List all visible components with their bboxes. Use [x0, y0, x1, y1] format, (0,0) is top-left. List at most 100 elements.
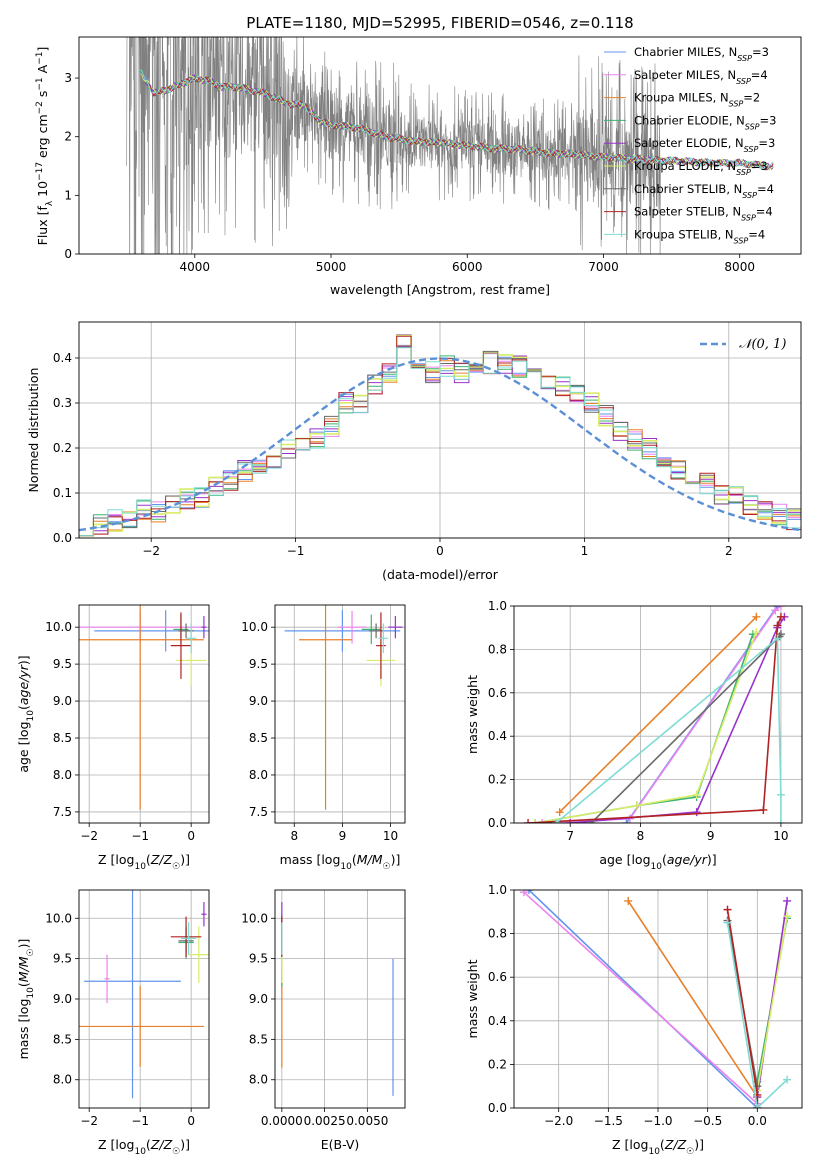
y-tick-label: 8.0 [53, 768, 72, 782]
x-axis-label: E(B-V) [321, 1137, 360, 1152]
panel-age-vs-Z: −2 −1 0 7.5 8.0 8.5 9.0 9.5 10.0 Z [log10(Z/Z☉)] a… [16, 604, 210, 872]
y-tick-label: 8.5 [53, 1032, 72, 1046]
panel-residuals: −2 −1 0 1 2 0.0 0.1 0.2 0.3 0.4 𝒩(0, 1) (data-model… [26, 321, 802, 582]
y-axis-label: Normed distribution [26, 368, 41, 493]
x-axis-label: Z [log10(Z/Z☉)] [98, 852, 190, 872]
model-line-8 [140, 69, 774, 171]
weight-marker [783, 912, 792, 921]
x-tick-label: 8 [290, 829, 298, 843]
axes-frame [274, 604, 406, 824]
y-tick-label: 9.0 [53, 992, 72, 1006]
y-tick-label: 1.0 [488, 599, 507, 613]
weight-line-2 [559, 616, 757, 813]
weight-marker [531, 819, 540, 823]
panel-mass-vs-EBV: 0.0000 0.0025 0.0050 8.0 8.5 9.0 9.5 10.0 E(B-V) [241, 889, 406, 1152]
x-tick-label: −2.0 [544, 1114, 573, 1128]
y-tick-label: 10.0 [45, 620, 72, 634]
x-tick-label: 1 [581, 544, 589, 558]
y-tick-label: 9.5 [249, 952, 268, 966]
legend-entry-1: Salpeter MILES, NSSP=4 [634, 68, 768, 86]
weight-line-0 [528, 890, 758, 1108]
plot-area-spectrum [126, 37, 774, 254]
histogram-series-8 [79, 347, 801, 537]
weight-line-8 [726, 922, 788, 1108]
y-tick-label: 9.5 [249, 657, 268, 671]
weight-marker [773, 621, 782, 630]
x-tick-label: 8 [637, 829, 645, 843]
x-tick-label: 0 [187, 1114, 195, 1128]
weight-marker [759, 805, 768, 814]
plot-area-mass-vs-Z [79, 890, 209, 1099]
panel-age-vs-mass: 8 9 10 7.5 8.0 8.5 9.0 9.5 10.0 mass [log10(M/M☉)… [241, 604, 406, 872]
x-tick-label: 10 [773, 829, 788, 843]
weight-marker [524, 819, 533, 823]
legend-entry-3: Chabrier ELODIE, NSSP=3 [634, 113, 776, 130]
x-tick-label: −2 [142, 544, 160, 558]
y-tick-label: 8.0 [53, 1073, 72, 1087]
weight-marker [723, 905, 732, 914]
weight-marker [776, 819, 785, 823]
weight-marker [752, 628, 761, 637]
plot-area-weight-vs-Z [519, 890, 792, 1108]
x-axis-label: Z [log10(Z/Z☉)] [612, 1137, 704, 1157]
legend-entry-5: Kroupa ELODIE, NSSP=3 [634, 159, 768, 177]
x-tick-label: −1 [131, 829, 149, 843]
weight-marker [783, 896, 792, 905]
x-tick-label: 7000 [588, 260, 619, 274]
weight-marker [723, 918, 732, 927]
x-axis-label: wavelength [Angstrom, rest frame] [330, 282, 550, 297]
y-tick-label: 0.6 [488, 970, 507, 984]
y-tick-label: 0.1 [53, 486, 72, 500]
y-tick-label: 9.0 [249, 694, 268, 708]
y-tick-label: 9.0 [53, 694, 72, 708]
x-tick-label: 9 [707, 829, 715, 843]
weight-line-4 [570, 616, 786, 823]
x-tick-label: 9 [339, 829, 347, 843]
axes-frame [78, 604, 210, 824]
x-tick-label: 0.0025 [304, 1114, 346, 1128]
y-tick-label: 3 [64, 71, 72, 85]
weight-marker [776, 612, 785, 621]
weight-marker [632, 801, 641, 810]
x-tick-label: −2 [80, 1114, 98, 1128]
y-axis-label: mass weight [465, 959, 480, 1038]
panel-mass-vs-Z: −2 −1 0 8.0 8.5 9.0 9.5 10.0 Z [log10(Z/Z☉)] mass… [16, 889, 210, 1157]
panel-weight-vs-Z: −2.0 −1.5 −1.0 −0.5 0.0 0.0 0.2 0.4 0.6 0.8 1.0 Z [… [465, 883, 803, 1157]
x-axis-label: age [log10(age/yr)] [599, 852, 716, 872]
y-tick-label: 9.5 [53, 657, 72, 671]
y-tick-label: 0.4 [488, 1014, 507, 1028]
y-tick-label: 0.8 [488, 927, 507, 941]
weight-line-5 [534, 631, 758, 823]
y-tick-label: 10.0 [241, 620, 268, 634]
panel-weight-vs-age: 7 8 9 10 0.0 0.2 0.4 0.6 0.8 1.0 age [log10(age/yr… [465, 599, 803, 872]
y-tick-label: 8.5 [53, 731, 72, 745]
y-tick-label: 1.0 [488, 883, 507, 897]
weight-marker [519, 890, 528, 897]
x-tick-label: 4000 [180, 260, 211, 274]
legend-entry-4: Salpeter ELODIE, NSSP=3 [634, 136, 775, 154]
weight-marker [624, 896, 633, 905]
y-tick-label: 8.0 [249, 768, 268, 782]
x-tick-label: −2 [80, 829, 98, 843]
weight-line-6 [590, 633, 782, 823]
weight-marker [524, 890, 533, 894]
axes-frame [274, 889, 406, 1109]
plot-area-residuals [79, 334, 801, 537]
y-tick-label: 10.0 [241, 911, 268, 925]
weight-marker [753, 1104, 762, 1108]
weight-line-2 [627, 900, 758, 1098]
chart-title: PLATE=1180, MJD=52995, FIBERID=0546, z=0… [246, 14, 633, 32]
x-tick-label: −1 [131, 1114, 149, 1128]
normal-curve [79, 357, 801, 532]
panel-spectrum: 4000 5000 6000 7000 8000 0 1 2 3 PLATE=1180, MJD=… [35, 14, 802, 297]
weight-marker [776, 606, 785, 610]
y-tick-label: 0.0 [53, 531, 72, 545]
y-tick-label: 0.4 [53, 351, 72, 365]
x-tick-label: −1.0 [643, 1114, 672, 1128]
x-tick-label: 0.0000 [261, 1114, 303, 1128]
plot-area-mass-vs-EBV [281, 902, 394, 1096]
legend-entry-7: Salpeter STELIB, NSSP=4 [634, 205, 773, 223]
y-tick-label: 0.2 [488, 1057, 507, 1071]
y-tick-label: 0.0 [488, 1101, 507, 1115]
